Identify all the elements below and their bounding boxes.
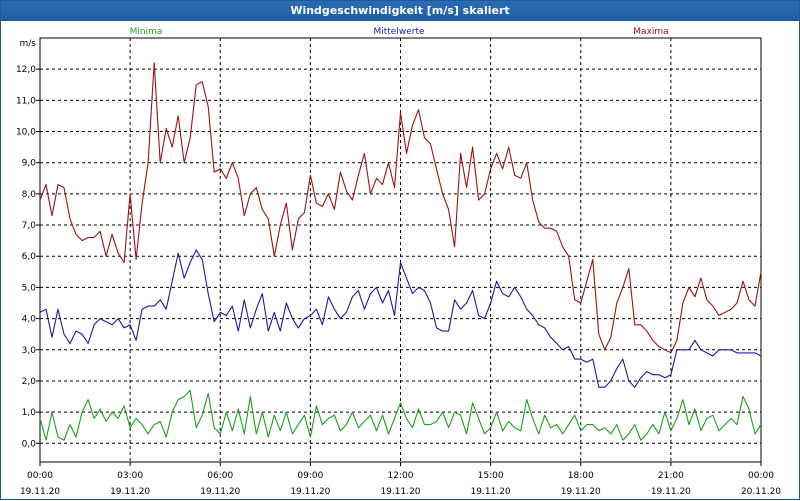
y-tick-label: 5,0 <box>22 283 37 293</box>
y-tick-label: 11,0 <box>16 96 36 106</box>
x-tick-time-label: 06:00 <box>207 471 233 481</box>
y-tick-label: 6,0 <box>22 252 37 262</box>
y-tick-label: 1,0 <box>22 408 37 418</box>
x-tick-time-label: 12:00 <box>388 471 414 481</box>
x-tick-date-label: 19.11.20 <box>651 487 691 497</box>
x-tick-date-label: 19.11.20 <box>290 487 330 497</box>
y-tick-label: 0,0 <box>22 439 37 449</box>
x-tick-time-label: 09:00 <box>297 471 323 481</box>
x-tick-time-label: 18:00 <box>568 471 594 481</box>
x-tick-date-label: 19.11.20 <box>200 487 240 497</box>
legend-label-minima: Minima <box>130 27 163 37</box>
y-tick-label: 10,0 <box>16 128 36 138</box>
x-tick-time-label: 15:00 <box>478 471 504 481</box>
series-line-maxima <box>39 62 762 354</box>
legend-label-mittelwerte: Mittelwerte <box>373 27 424 37</box>
x-tick-date-label: 19.11.20 <box>471 487 511 497</box>
x-tick-time-label: 00:00 <box>748 471 774 481</box>
series-line-mittelwerte <box>39 249 762 388</box>
y-axis-label: m/s <box>20 39 37 49</box>
x-tick-time-label: 03:00 <box>117 471 143 481</box>
y-tick-label: 12,0 <box>16 65 36 75</box>
y-tick-label: 7,0 <box>22 221 37 231</box>
x-tick-time-label: 21:00 <box>658 471 684 481</box>
x-tick-date-label: 19.11.20 <box>561 487 601 497</box>
x-tick-date-label: 19.11.20 <box>110 487 150 497</box>
window-title: Windgeschwindigkeit [m/s] skaliert <box>1 1 799 21</box>
y-tick-label: 8,0 <box>22 190 37 200</box>
y-tick-label: 4,0 <box>22 315 37 325</box>
y-tick-label: 2,0 <box>22 377 37 387</box>
y-tick-label: 9,0 <box>22 159 37 169</box>
x-tick-time-label: 00:00 <box>27 471 53 481</box>
y-tick-label: 3,0 <box>22 346 37 356</box>
legend-label-maxima: Maxima <box>633 27 668 37</box>
x-tick-date-label: 19.11.20 <box>20 487 60 497</box>
x-tick-date-label: 19.11.20 <box>380 487 420 497</box>
x-tick-date-label: 20.11.20 <box>741 487 781 497</box>
series-line-minima <box>39 389 762 441</box>
